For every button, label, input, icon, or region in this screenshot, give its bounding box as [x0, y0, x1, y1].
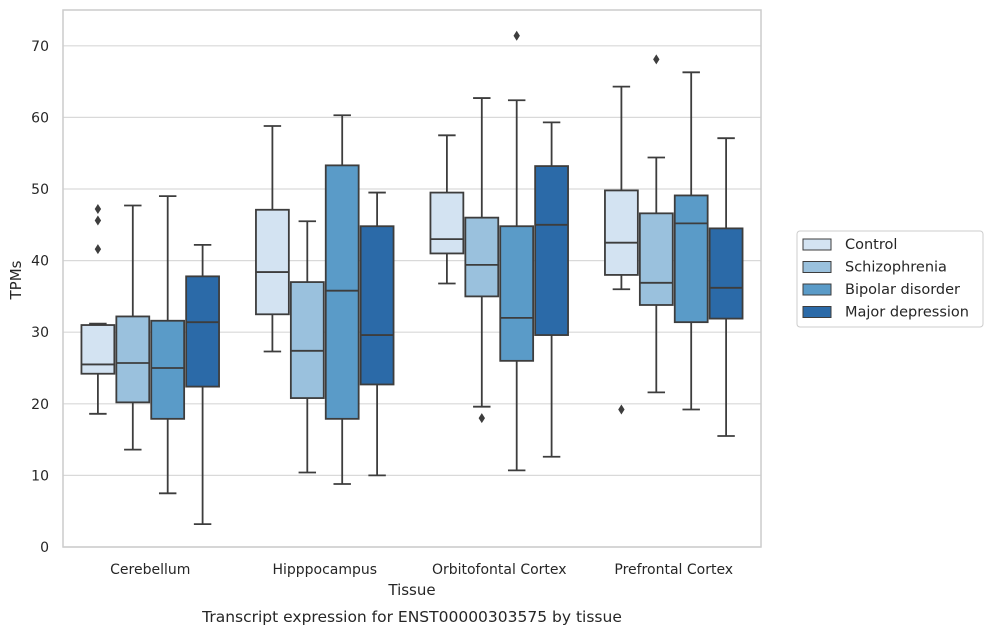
outlier-point	[513, 30, 520, 41]
y-tick-label: 0	[40, 540, 49, 556]
legend: Control Schizophrenia Bipolar disorder Majo…	[796, 230, 984, 328]
iqr-box	[673, 194, 709, 324]
legend-swatch	[802, 238, 832, 251]
iqr-box	[429, 191, 465, 255]
x-tick-label: Hipppocampus	[272, 562, 377, 578]
legend-swatch	[802, 261, 832, 273]
x-tick-label: Prefrontal Cortex	[614, 562, 733, 578]
y-tick-label: 40	[31, 254, 49, 270]
legend-label: Bipolar disorder	[845, 282, 960, 298]
legend-label: Control	[845, 237, 897, 253]
box-major-depression	[534, 121, 569, 458]
x-axis-label: Tissue	[387, 581, 435, 599]
legend-label: Major depression	[845, 305, 969, 321]
iqr-box	[604, 189, 639, 276]
outlier-point	[94, 244, 102, 255]
plot-frame	[62, 9, 762, 548]
y-tick-label: 20	[31, 397, 49, 413]
iqr-box	[150, 319, 186, 420]
legend-frame	[796, 230, 984, 328]
boxes-layer	[80, 30, 744, 525]
y-tick-label: 10	[31, 468, 49, 484]
outlier-point	[478, 413, 485, 424]
iqr-box	[464, 216, 500, 298]
x-tick-label: Orbitofontal Cortex	[432, 562, 567, 578]
iqr-box	[255, 208, 290, 316]
x-tick-label: Cerebellum	[110, 562, 190, 578]
legend-swatch	[802, 306, 832, 318]
y-tick-label: 70	[31, 39, 49, 55]
box-bipolar-disorder	[673, 71, 709, 411]
box-control	[604, 85, 639, 415]
y-tick-label: 50	[31, 182, 49, 198]
legend-label: Schizophrenia	[845, 260, 947, 276]
box-schizophrenia	[289, 220, 325, 474]
y-tick-label: 30	[31, 325, 49, 341]
y-tick-label: 60	[31, 110, 49, 126]
outlier-point	[94, 215, 102, 226]
box-control	[429, 134, 465, 285]
box-schizophrenia	[464, 97, 500, 424]
box-major-depression	[708, 137, 744, 437]
box-major-depression	[359, 191, 395, 477]
iqr-box	[534, 165, 569, 336]
box-control	[255, 125, 290, 353]
iqr-box	[115, 315, 151, 404]
iqr-box	[289, 281, 325, 399]
y-axis-label: TPMs	[7, 260, 25, 300]
iqr-box	[499, 225, 535, 362]
box-bipolar-disorder	[324, 114, 360, 485]
box-schizophrenia	[115, 204, 151, 451]
iqr-box	[324, 164, 360, 420]
figure-caption: Transcript expression for ENST0000030357…	[201, 608, 622, 626]
y-tick-labels: 0 10 20 30 40 50 60 70	[31, 39, 49, 556]
box-control	[80, 204, 116, 415]
box-bipolar-disorder	[499, 30, 535, 472]
outlier-point	[653, 54, 660, 65]
outlier-point	[94, 204, 102, 215]
box-schizophrenia	[638, 54, 674, 394]
box-bipolar-disorder	[150, 195, 186, 495]
iqr-box	[80, 324, 116, 375]
legend-swatch	[802, 283, 832, 296]
iqr-box	[708, 227, 744, 320]
x-tick-labels: Cerebellum Hipppocampus Orbitofontal Corte…	[110, 562, 733, 578]
iqr-box	[185, 275, 220, 388]
iqr-box	[638, 212, 674, 306]
outlier-point	[618, 404, 625, 415]
box-major-depression	[185, 243, 220, 525]
iqr-box	[359, 225, 395, 386]
